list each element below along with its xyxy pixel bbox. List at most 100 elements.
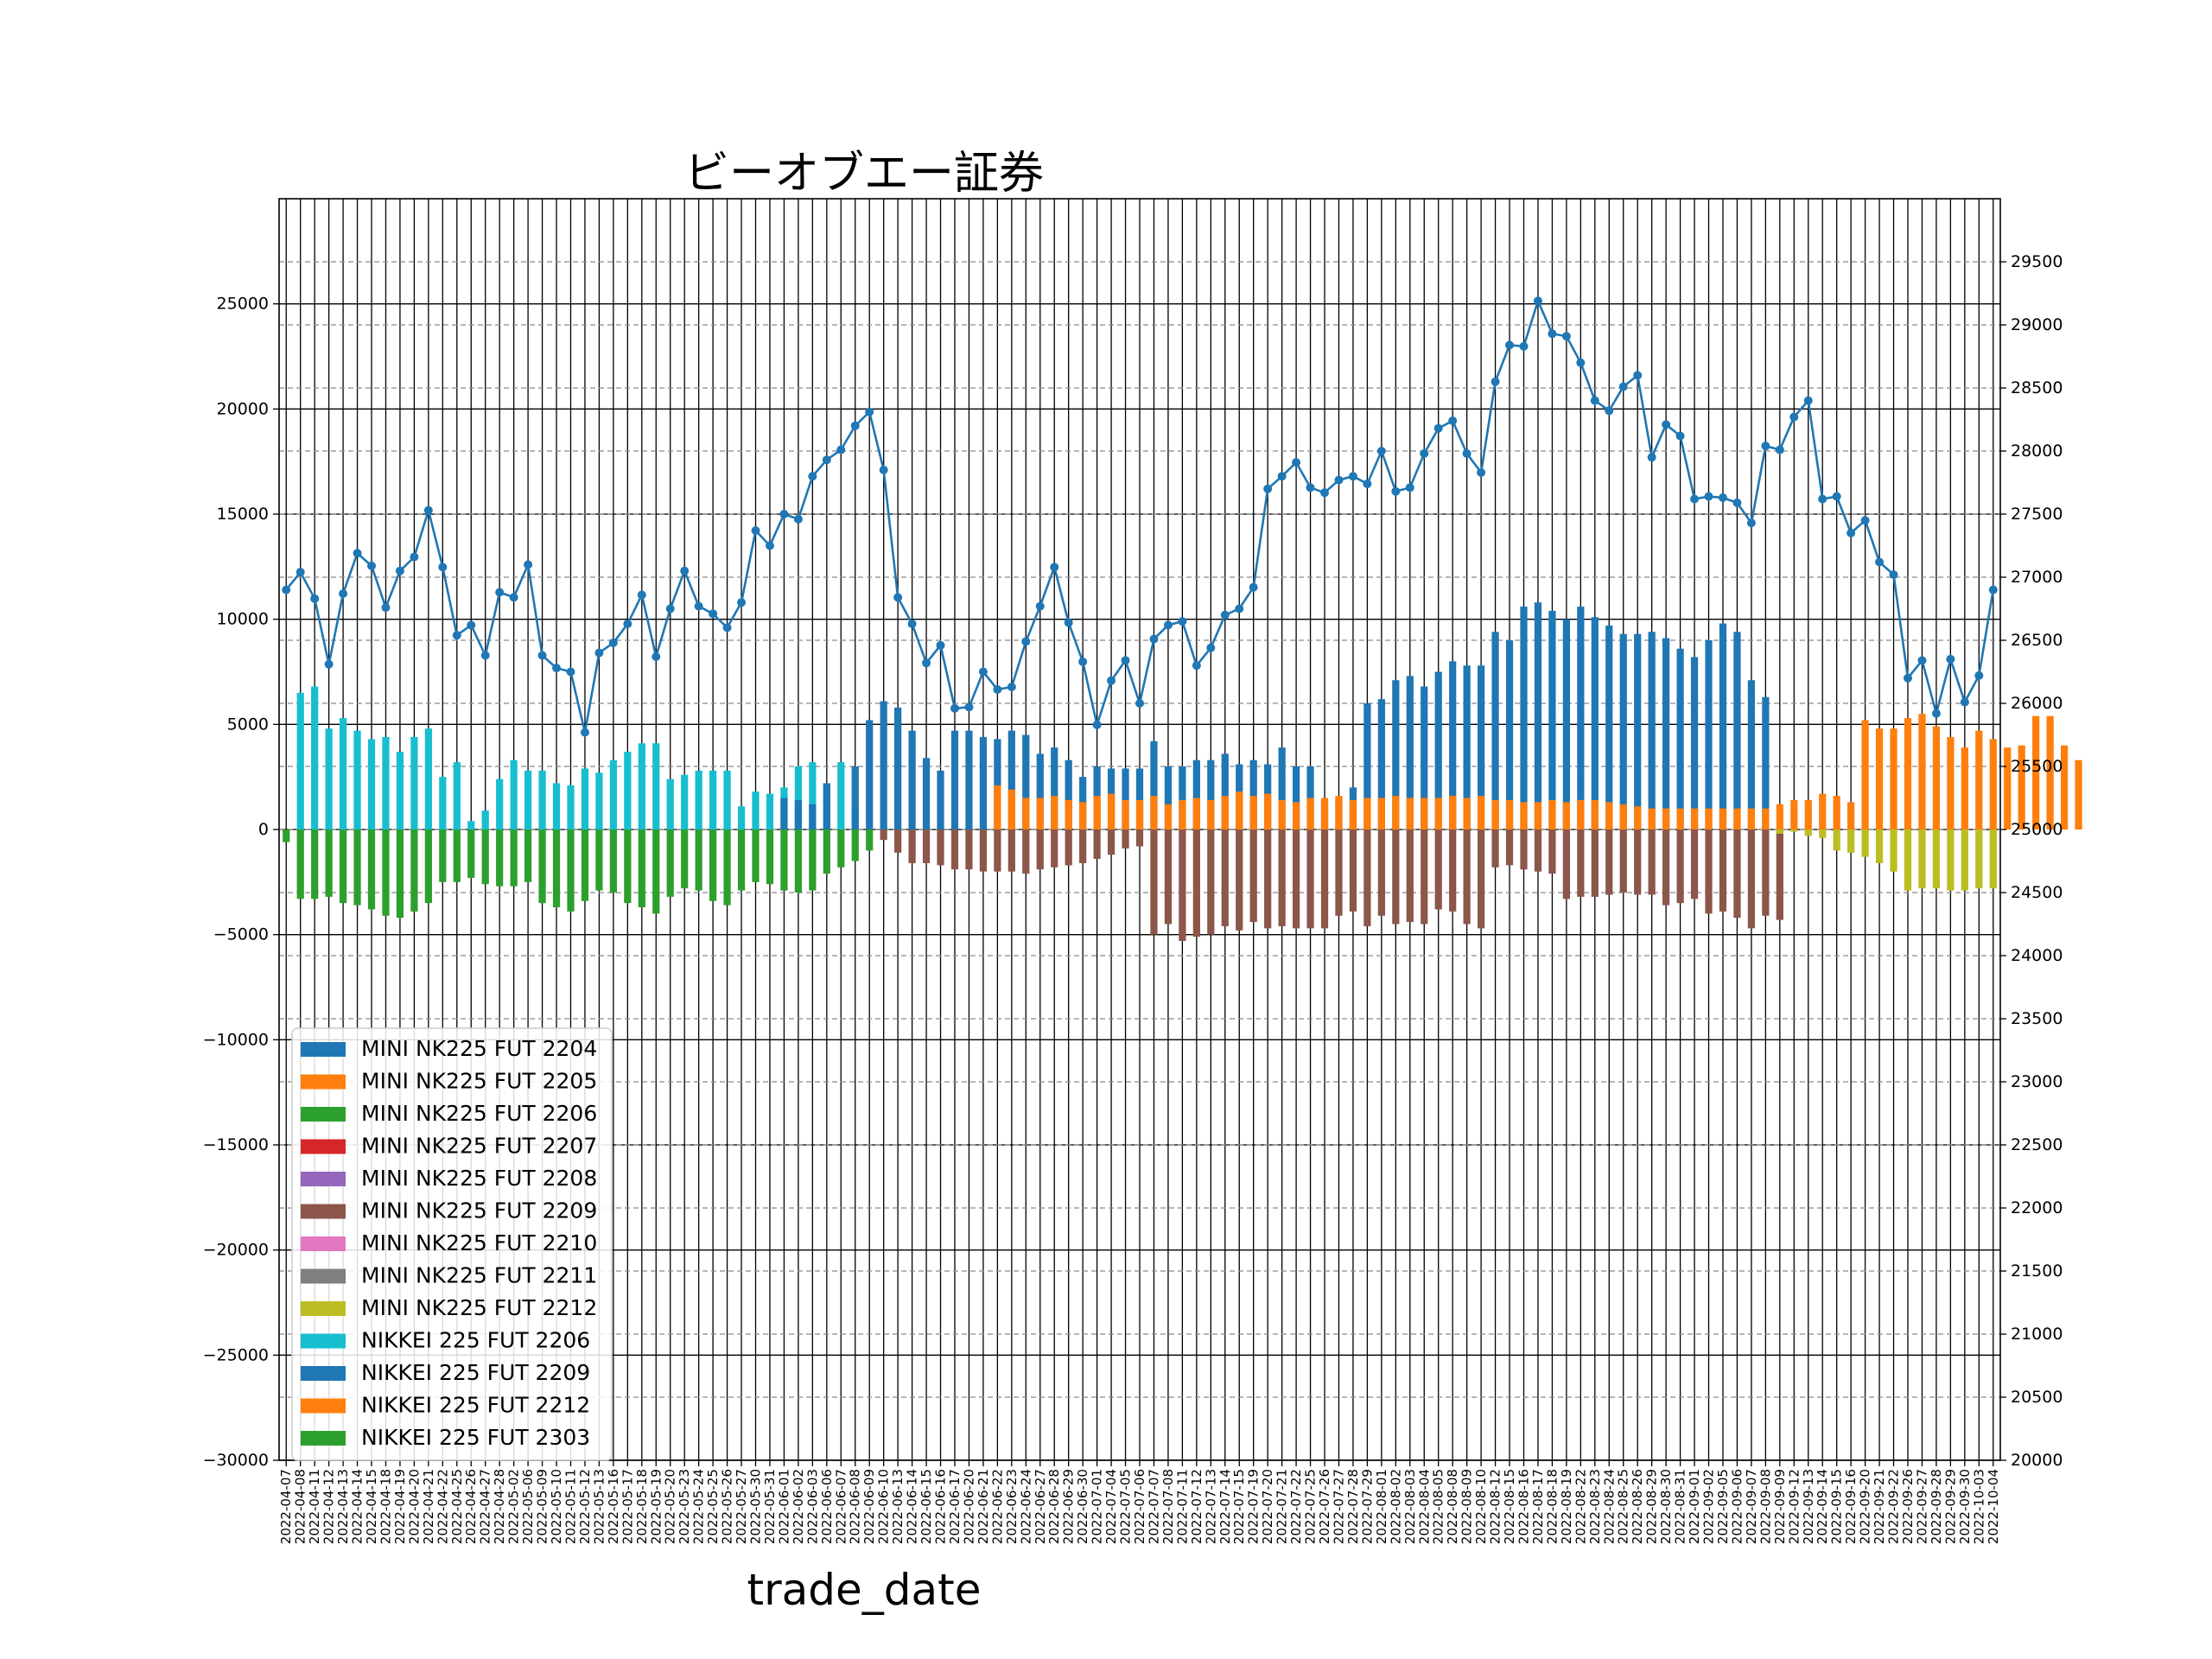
bar [1662,638,1670,830]
price-point [1135,699,1144,708]
x-tick-label: 2022-06-24 [1018,1469,1033,1544]
x-tick-label: 2022-04-28 [492,1469,507,1544]
legend-swatch [301,1366,346,1381]
price-point [1420,448,1429,458]
price-point [950,703,959,713]
price-point [1433,423,1443,433]
price-point [1533,296,1542,306]
bar [339,718,347,830]
bar [979,736,988,830]
x-tick-label: 2022-06-30 [1075,1469,1090,1544]
price-point [1917,656,1927,665]
bar [1449,796,1457,830]
x-tick-label: 2022-04-13 [335,1469,351,1544]
x-tick-label: 2022-05-20 [663,1469,678,1544]
bar [1932,830,1941,889]
x-tick-label: 2022-07-27 [1331,1469,1346,1544]
bar [353,830,361,906]
price-point [779,510,789,518]
x-tick-label: 2022-05-24 [691,1469,707,1544]
price-point [1021,637,1031,646]
x-tick-label: 2022-09-15 [1829,1469,1845,1544]
price-point [1662,420,1671,429]
price-point [1946,654,1955,664]
bar [1875,830,1884,863]
price-point [907,620,917,629]
x-tick-label: 2022-09-09 [1772,1469,1788,1544]
bar [1690,657,1699,830]
x-tick-label: 2022-06-10 [876,1469,892,1544]
x-tick-label: 2022-04-27 [478,1469,493,1544]
bar [1505,799,1514,830]
price-point [1391,486,1401,496]
price-point [467,620,476,630]
x-tick-label: 2022-09-06 [1729,1469,1745,1544]
bar [1804,830,1812,836]
bar [1690,830,1699,899]
bar [965,830,973,870]
bar [1221,753,1229,830]
bar [1264,793,1272,830]
bar [1975,830,1983,889]
bar [1477,796,1485,830]
price-point [1847,528,1856,537]
legend: MINI NK225 FUT 2204 MINI NK225 FUT 2205 MI… [291,1027,613,1461]
x-tick-label: 2022-06-29 [1061,1469,1077,1544]
x-tick-label: 2022-07-01 [1090,1469,1105,1544]
bar [994,830,1001,872]
y2-tick-label: 22000 [2011,1198,2063,1217]
y2-tick-label: 27000 [2011,568,2063,587]
x-tick-label: 2022-07-08 [1160,1469,1176,1544]
bar [1890,830,1897,872]
y2-tick-label: 29000 [2011,315,2063,334]
bar [1192,830,1200,938]
y-tick-label: 25000 [217,295,269,314]
legend-swatch [301,1172,346,1186]
legend-swatch [301,1301,346,1316]
x-tick-label: 2022-04-26 [463,1469,479,1544]
price-point [722,623,732,632]
price-point [1988,585,1998,594]
bar [1249,796,1257,830]
price-point [1491,377,1500,386]
bar [1392,796,1400,830]
bar [752,791,760,830]
x-tick-label: 2022-07-29 [1359,1469,1375,1544]
y-tick-label: −5000 [213,925,269,944]
bar [410,830,418,912]
bar [382,830,390,916]
bar [809,830,817,891]
price-point [1220,610,1230,620]
price-point [367,561,377,570]
bar [894,830,902,853]
bar [567,830,575,912]
bars-layer [283,602,2082,941]
x-tick-label: 2022-05-11 [563,1469,578,1544]
y2-tick-label: 28000 [2011,442,2063,461]
x-tick-label: 2022-06-17 [947,1469,963,1544]
x-tick-label: 2022-05-18 [634,1469,650,1544]
y2-tick-label: 29500 [2011,252,2063,271]
legend-label: MINI NK225 FUT 2210 [361,1230,597,1255]
x-tick-label: 2022-04-19 [392,1469,408,1544]
bar [979,830,988,872]
price-point [765,541,774,550]
bar [1306,798,1314,830]
bar [467,821,475,830]
bar [496,830,504,887]
legend-swatch [301,1333,346,1349]
legend-swatch [301,1398,346,1414]
bar [766,830,774,885]
bar [1733,830,1741,918]
x-tick-label: 2022-06-01 [776,1469,791,1544]
x-tick-label: 2022-10-03 [1971,1469,1986,1544]
bar [1207,799,1215,830]
bar [1904,718,1912,830]
price-point [1633,371,1643,380]
bar [1135,799,1144,830]
bar [2075,760,2082,830]
x-tick-label: 2022-08-05 [1431,1469,1446,1544]
bar [1007,789,1015,830]
bar [723,770,731,830]
y-tick-label: 5000 [227,715,269,734]
